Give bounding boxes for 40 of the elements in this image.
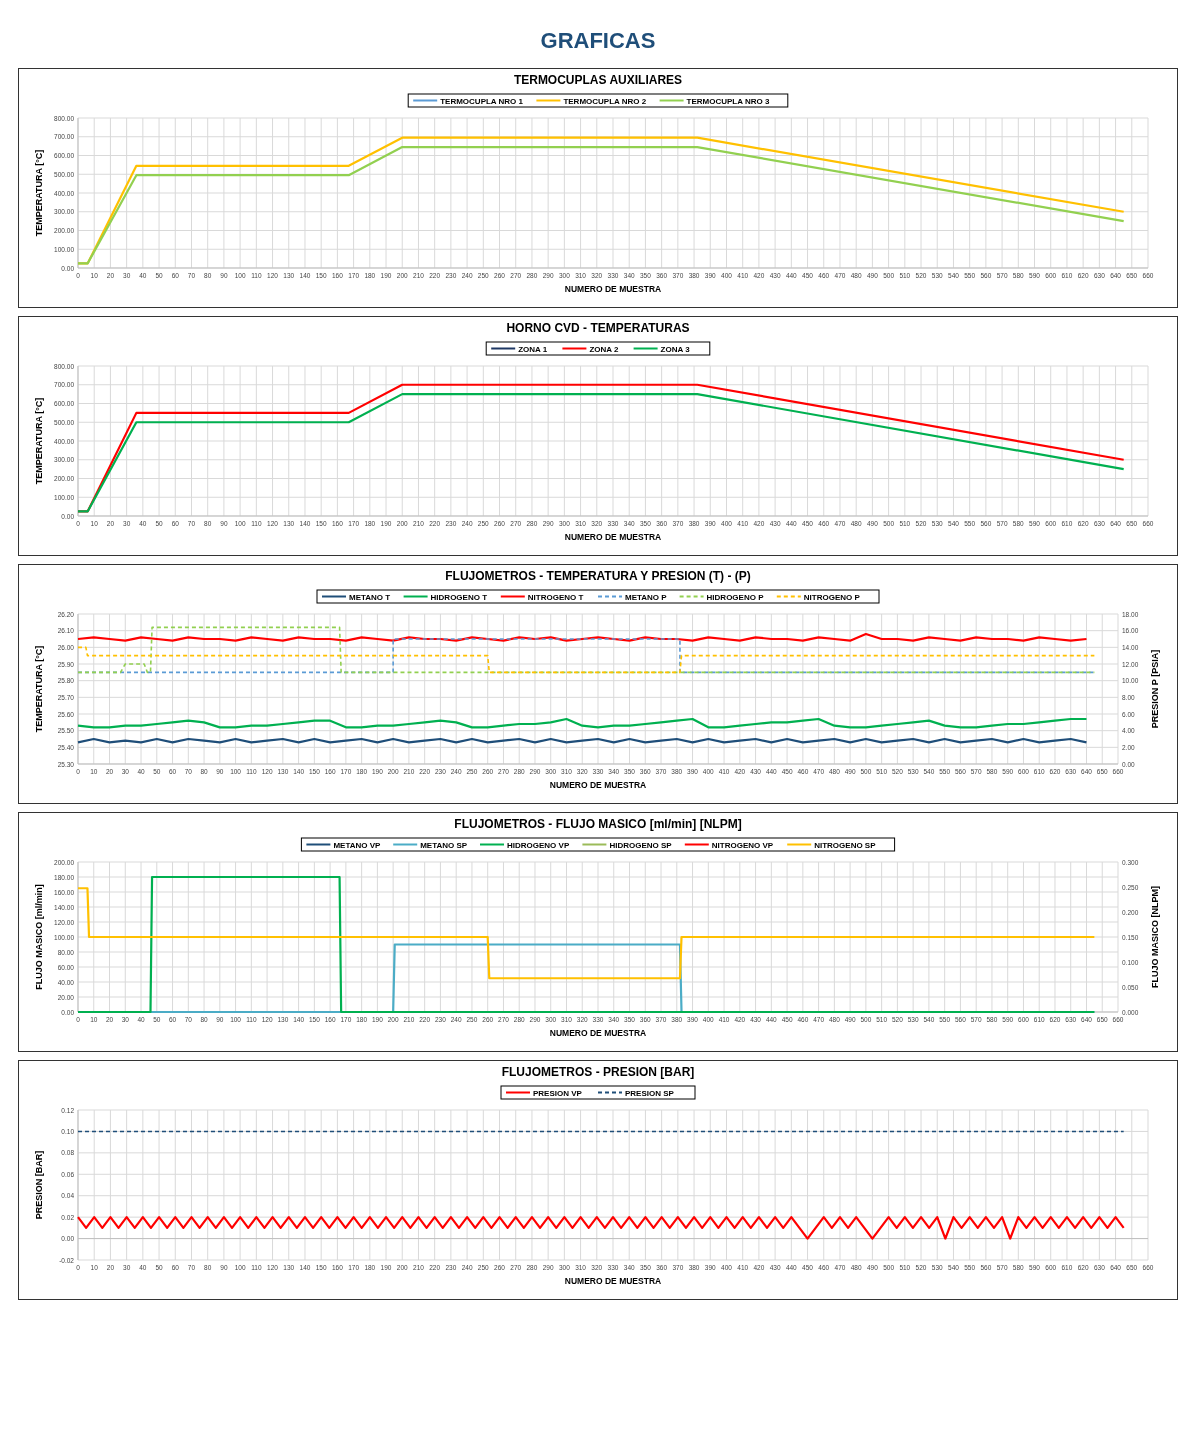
y2-axis-title: FLUJO MASICO [NLPM]	[1150, 886, 1160, 988]
legend-label: PRESION VP	[533, 1088, 583, 1098]
legend-label: HIDROGENO SP	[609, 840, 673, 850]
legend-label: TERMOCUPLA NRO 1	[440, 96, 524, 106]
legend-label: METANO T	[349, 592, 391, 602]
legend-label: HIDROGENO T	[430, 592, 488, 602]
chart-title: FLUJOMETROS - TEMPERATURA Y PRESION (T) - (P)	[445, 569, 751, 583]
x-axis-title: NUMERO DE MUESTRA	[564, 532, 662, 542]
legend-label: NITROGENO T	[527, 592, 584, 602]
x-axis-title: NUMERO DE MUESTRA	[564, 284, 662, 294]
legend-label: ZONA 2	[589, 344, 619, 354]
legend-label: METANO VP	[333, 840, 382, 850]
legend-label: METANO SP	[420, 840, 468, 850]
legend-label: HIDROGENO P	[706, 592, 765, 602]
chart-title: FLUJOMETROS - PRESION [BAR]	[501, 1065, 695, 1079]
x-axis-title: NUMERO DE MUESTRA	[564, 1276, 662, 1286]
line-series	[76, 632, 1088, 642]
y-axis-title: PRESION [BAR]	[34, 1150, 44, 1220]
legend-label: HIDROGENO VP	[507, 840, 570, 850]
chart-title: TERMOCUPLAS AUXILIARES	[513, 73, 683, 87]
y-axis-title: FLUJO MASICO [ml/min]	[34, 884, 44, 990]
legend-label: ZONA 3	[660, 344, 691, 354]
y-axis-title: TEMPERATURA [°C]	[34, 645, 44, 733]
legend-label: NITROGENO VP	[711, 840, 774, 850]
x-axis-title: NUMERO DE MUESTRA	[549, 1028, 647, 1038]
y-axis-title: TEMPERATURA [°C]	[34, 149, 44, 237]
legend-label: ZONA 1	[518, 344, 548, 354]
legend-label: PRESION SP	[625, 1088, 675, 1098]
legend-label: TERMOCUPLA NRO 3	[686, 96, 770, 106]
legend-label: NITROGENO P	[803, 592, 861, 602]
x-axis-title: NUMERO DE MUESTRA	[549, 780, 647, 790]
legend-label: TERMOCUPLA NRO 2	[563, 96, 647, 106]
legend-label: METANO P	[625, 592, 668, 602]
legend-label: NITROGENO SP	[814, 840, 877, 850]
chart-title: FLUJOMETROS - FLUJO MASICO [ml/min] [NLPM]	[454, 817, 742, 831]
y-axis-title: TEMPERATURA [°C]	[34, 397, 44, 485]
y2-axis-title: PRESION P [PSIA]	[1150, 649, 1160, 729]
line-series	[76, 717, 1088, 729]
text: GRAFICAS	[540, 28, 656, 53]
chart-title: HORNO CVD - TEMPERATURAS	[506, 321, 690, 335]
